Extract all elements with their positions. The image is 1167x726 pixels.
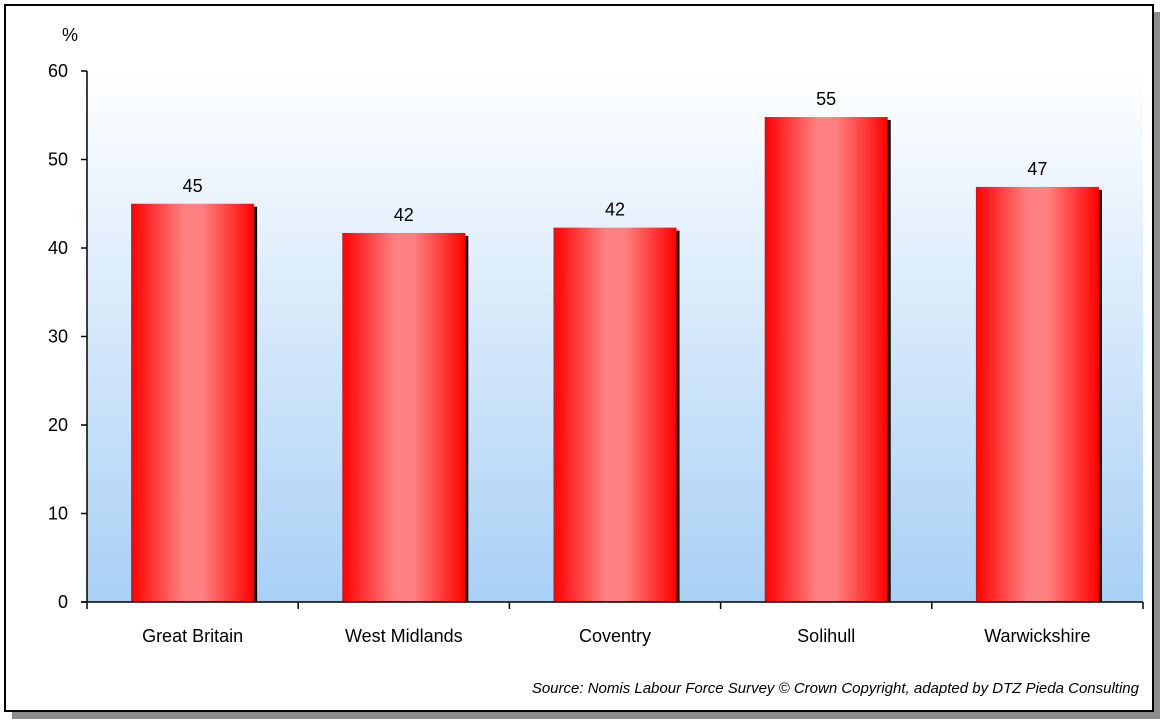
y-axis-label: %: [62, 25, 78, 45]
bar-west-midlands: [342, 232, 466, 602]
bar-great-britain: [131, 203, 255, 602]
data-label: 55: [816, 89, 836, 109]
data-label: 42: [605, 200, 625, 220]
y-tick-label: 10: [48, 504, 68, 524]
data-label: 42: [394, 205, 414, 225]
data-label: 47: [1027, 159, 1047, 179]
y-tick-label: 0: [58, 592, 68, 612]
x-tick-label: West Midlands: [345, 626, 463, 646]
y-tick-label: 20: [48, 415, 68, 435]
data-label: 45: [183, 176, 203, 196]
bar-coventry: [553, 227, 677, 602]
x-tick-label: Solihull: [797, 626, 855, 646]
y-tick-label: 60: [48, 61, 68, 81]
source-note: Source: Nomis Labour Force Survey © Crow…: [531, 680, 1139, 697]
bar-warwickshire: [975, 186, 1099, 602]
y-tick-label: 30: [48, 327, 68, 347]
y-tick-label: 40: [48, 238, 68, 258]
bar-solihull: [764, 117, 888, 603]
x-tick-label: Coventry: [579, 626, 651, 646]
x-tick-label: Great Britain: [142, 626, 243, 646]
y-tick-label: 50: [48, 150, 68, 170]
x-tick-label: Warwickshire: [984, 626, 1090, 646]
